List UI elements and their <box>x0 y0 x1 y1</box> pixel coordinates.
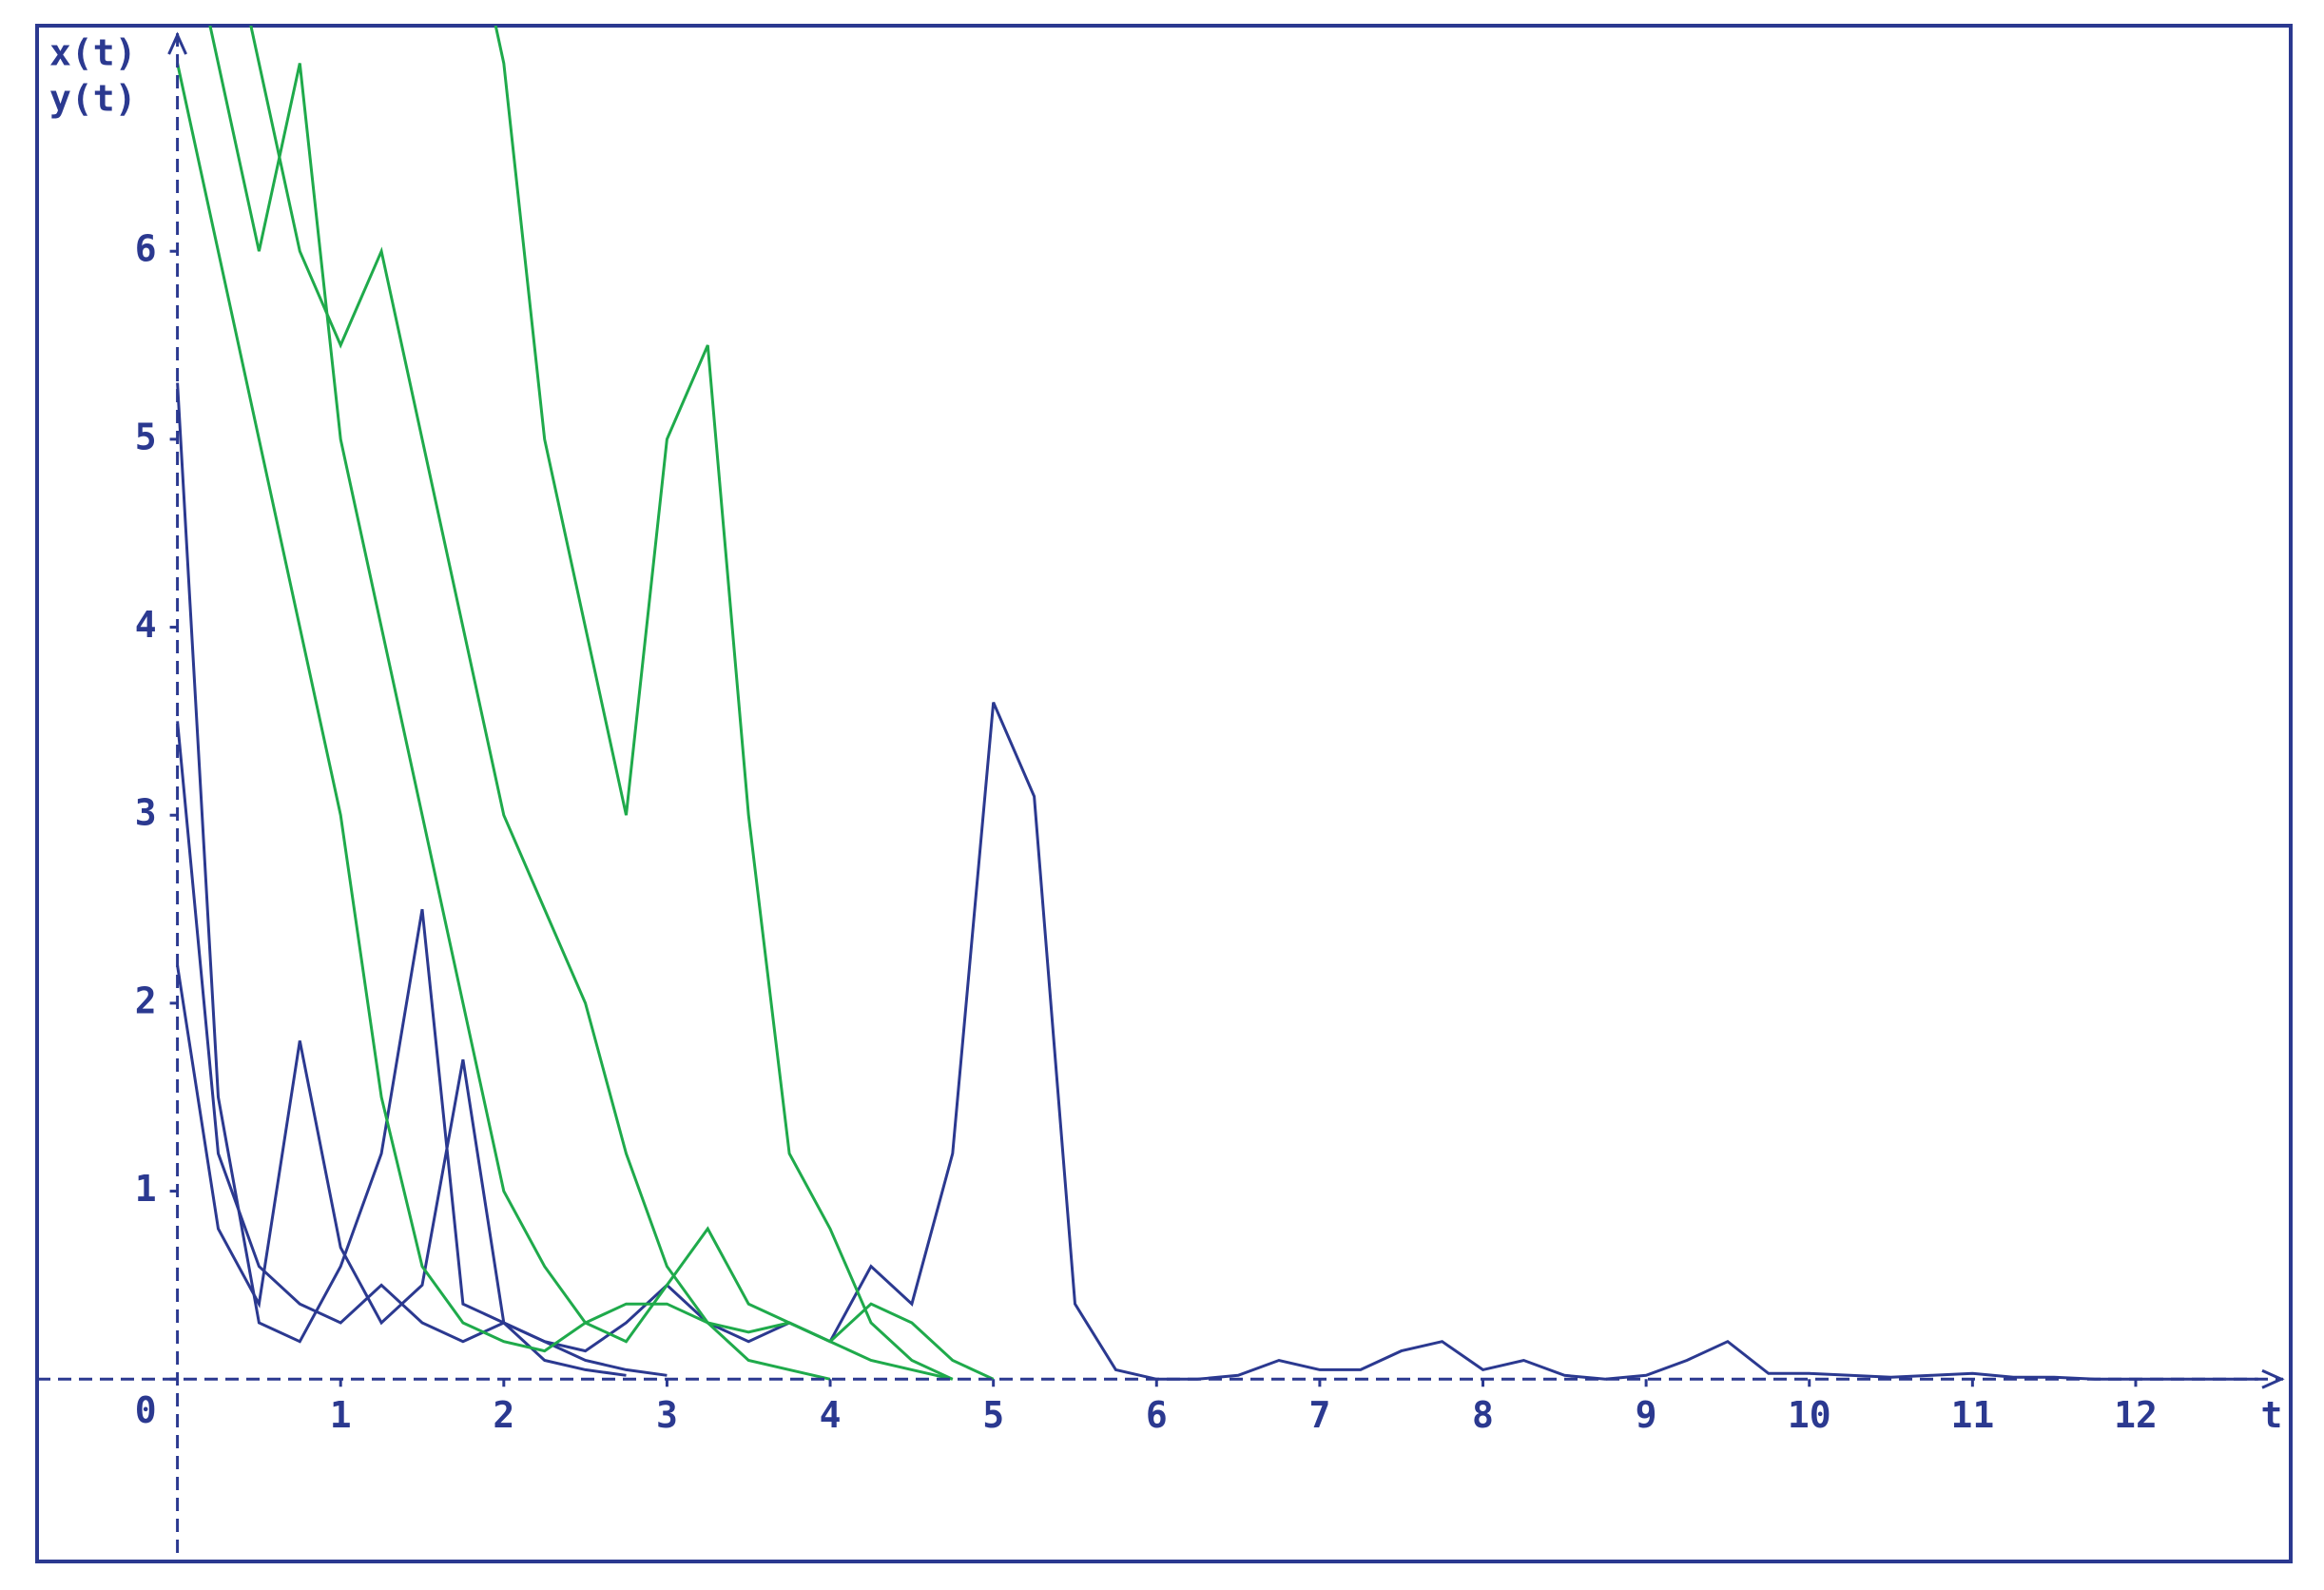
trajectory <box>176 63 995 1381</box>
trajectory <box>249 26 831 1381</box>
trajectory <box>176 965 668 1377</box>
trajectory <box>176 702 2258 1381</box>
x-tick-label: 9 <box>1636 1394 1657 1436</box>
trajectory <box>208 26 954 1381</box>
y-axis-arrow <box>167 31 187 55</box>
x-axis-arrow <box>2261 1368 2285 1389</box>
x-tick-label: 12 <box>2114 1394 2158 1436</box>
x-tick-label: 6 <box>1146 1394 1168 1436</box>
x-tick-label: 2 <box>493 1394 514 1436</box>
x-tick-label: 7 <box>1308 1394 1330 1436</box>
y-tick-label: 2 <box>135 979 157 1021</box>
plot-frame <box>35 24 2293 1563</box>
y-tick-label: 0 <box>135 1389 157 1431</box>
y-tick-label: 3 <box>135 792 157 834</box>
y-tick-label: 6 <box>135 228 157 270</box>
y-tick-label: 1 <box>135 1168 157 1210</box>
trajectory <box>176 382 627 1377</box>
x-axis-label: t <box>2261 1394 2283 1436</box>
x-tick-label: 3 <box>656 1394 678 1436</box>
x-tick-label: 8 <box>1472 1394 1494 1436</box>
legend-label: x(t) <box>49 32 137 74</box>
legend-label: y(t) <box>49 78 137 120</box>
y-tick-label: 5 <box>135 416 157 457</box>
x-tick-label: 10 <box>1788 1394 1831 1436</box>
x-tick-label: 4 <box>820 1394 842 1436</box>
x-tick-label: 1 <box>330 1394 352 1436</box>
trajectory <box>494 26 954 1381</box>
x-tick-label: 11 <box>1950 1394 1994 1436</box>
plot-area <box>176 26 2258 1381</box>
y-tick-label: 4 <box>135 604 157 646</box>
x-tick-label: 5 <box>982 1394 1004 1436</box>
